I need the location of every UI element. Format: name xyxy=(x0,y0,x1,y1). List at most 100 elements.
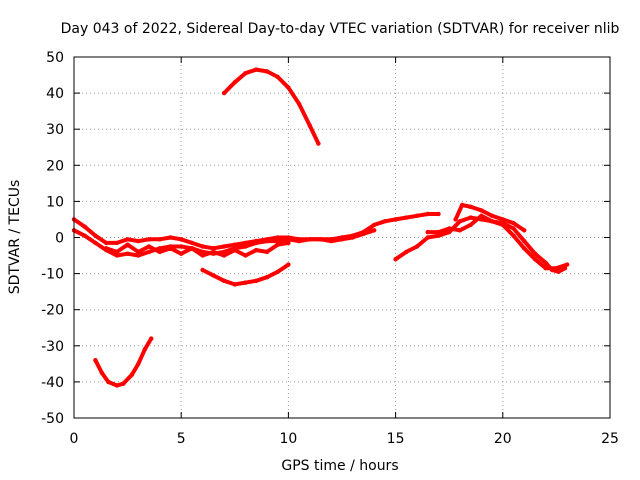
data-point xyxy=(264,69,270,74)
data-point xyxy=(125,237,130,242)
data-point xyxy=(211,246,216,251)
data-point xyxy=(129,372,135,377)
data-point xyxy=(275,242,280,247)
data-point xyxy=(243,253,248,258)
data-point xyxy=(459,202,465,208)
data-point xyxy=(549,267,555,273)
data-point xyxy=(114,249,120,255)
y-tick-label: 30 xyxy=(46,122,64,138)
data-point xyxy=(146,237,152,242)
data-point xyxy=(146,249,152,255)
data-point xyxy=(316,141,321,146)
y-tick-label: -30 xyxy=(41,339,64,355)
y-tick-label: 10 xyxy=(46,194,64,210)
data-point xyxy=(329,238,334,244)
data-point xyxy=(286,240,291,246)
data-point xyxy=(114,253,120,258)
data-point xyxy=(243,244,248,249)
data-point xyxy=(307,123,312,128)
data-point xyxy=(99,370,105,376)
data-point xyxy=(121,381,126,386)
data-point xyxy=(286,237,291,242)
data-point xyxy=(243,71,248,76)
data-point xyxy=(275,269,280,274)
tick-layer: 0 5 10 15 20 25 -50 -40 -30 -20 -10 0 10 20 30 40 50 xyxy=(41,50,619,447)
data-point xyxy=(93,240,98,246)
data-point xyxy=(382,219,388,224)
data-point xyxy=(307,237,312,242)
data-point xyxy=(168,246,173,251)
data-point xyxy=(372,222,377,228)
data-point xyxy=(532,257,538,262)
data-point xyxy=(468,222,473,228)
data-point xyxy=(414,213,420,218)
data-point xyxy=(500,220,505,226)
data-point xyxy=(254,240,259,246)
data-point xyxy=(436,233,441,238)
x-tick-label: 0 xyxy=(70,431,79,447)
data-point xyxy=(393,217,398,222)
data-point xyxy=(142,347,147,352)
data-point xyxy=(286,262,291,267)
data-point xyxy=(543,260,548,265)
data-point xyxy=(564,262,570,267)
x-axis-label: GPS time / hours xyxy=(281,458,398,474)
data-point xyxy=(114,240,120,246)
data-point xyxy=(157,237,162,242)
x-tick-label: 15 xyxy=(387,431,405,447)
data-point xyxy=(436,211,441,217)
data-point xyxy=(211,249,216,255)
data-point xyxy=(425,229,430,235)
data-point xyxy=(114,383,120,388)
data-point xyxy=(232,247,237,253)
data-point xyxy=(275,238,280,244)
data-point xyxy=(532,251,538,256)
x-tick-label: 5 xyxy=(177,431,186,447)
data-point xyxy=(254,247,259,253)
data-point xyxy=(425,211,430,217)
data-point xyxy=(436,229,441,235)
y-tick-label: -10 xyxy=(41,267,64,283)
y-tick-label: -50 xyxy=(41,411,64,427)
x-tick-label: 25 xyxy=(601,431,619,447)
data-point xyxy=(372,228,377,233)
data-point xyxy=(479,208,484,213)
data-point xyxy=(125,251,130,256)
data-point xyxy=(425,235,430,240)
data-point xyxy=(511,226,516,231)
data-point xyxy=(511,220,516,226)
data-point xyxy=(168,235,173,240)
data-point xyxy=(200,267,205,273)
data-point xyxy=(562,266,568,271)
data-point xyxy=(157,249,162,255)
data-point xyxy=(264,275,270,280)
data-point xyxy=(543,266,548,271)
y-tick-label: 0 xyxy=(55,231,64,247)
data-point xyxy=(221,253,227,258)
data-point xyxy=(489,213,495,218)
data-point xyxy=(414,244,420,249)
series-line-arc-high xyxy=(222,67,321,146)
data-point xyxy=(189,240,195,246)
data-point xyxy=(286,85,291,90)
data-point xyxy=(93,233,98,238)
data-point xyxy=(556,269,561,274)
data-point xyxy=(125,242,130,247)
y-tick-label: 50 xyxy=(46,50,64,66)
series-layer xyxy=(71,67,570,388)
data-point xyxy=(468,204,473,209)
data-point xyxy=(243,280,248,285)
data-point xyxy=(82,224,87,229)
data-point xyxy=(104,240,109,246)
data-point xyxy=(136,249,141,255)
data-point xyxy=(522,238,527,244)
data-point xyxy=(522,228,527,233)
data-point xyxy=(146,244,152,249)
data-point xyxy=(511,233,516,238)
data-point xyxy=(221,90,227,96)
data-point xyxy=(200,253,205,258)
x-tick-label: 10 xyxy=(279,431,297,447)
y-tick-label: 20 xyxy=(46,158,64,174)
data-point xyxy=(254,278,259,283)
